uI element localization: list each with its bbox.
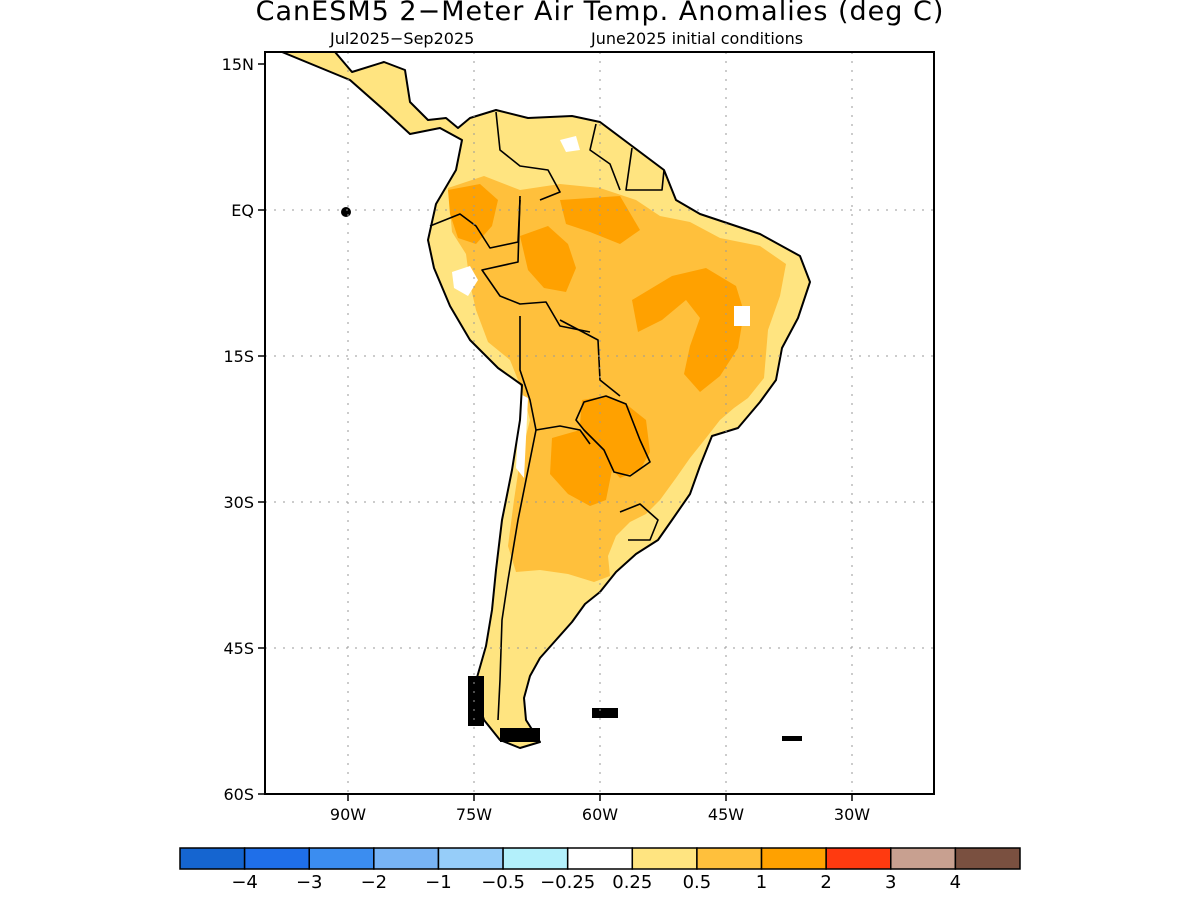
colorbar-swatch xyxy=(825,847,892,870)
lat-label-30s: 30S xyxy=(223,493,254,512)
colorbar-swatch xyxy=(243,847,310,870)
colorbar-swatch xyxy=(437,847,504,870)
grid-lines xyxy=(265,52,934,794)
anomaly-1-2-ecuador xyxy=(448,184,498,244)
border-chile-argentina xyxy=(497,429,537,721)
colorbar-tick-label: −0.25 xyxy=(540,872,596,893)
lon-label-45w: 45W xyxy=(708,805,744,824)
colorbar xyxy=(179,847,1021,870)
border-brazil-west xyxy=(481,195,591,333)
south-georgia xyxy=(782,736,802,741)
lon-label-60w: 60W xyxy=(582,805,618,824)
map-title: CanESM5 2−Meter Air Temp. Anomalies (deg… xyxy=(255,0,945,27)
colorbar-tick-label: 3 xyxy=(885,872,897,893)
colorbar-tick-label: −0.5 xyxy=(481,872,525,893)
anomaly-1-2-amazon-west xyxy=(520,226,576,292)
map-subtitle-period: Jul2025−Sep2025 xyxy=(330,29,475,48)
colorbar-swatch xyxy=(502,847,569,870)
border-guyana-suriname xyxy=(625,147,665,191)
colorbar-tick-label: 2 xyxy=(820,872,832,893)
anomaly-1-2-chaco xyxy=(550,430,612,506)
lat-label-45s: 45S xyxy=(223,639,254,658)
tierra-del-fuego xyxy=(500,728,540,742)
near-zero-patch-andes xyxy=(516,394,528,478)
chile-fjords xyxy=(468,676,484,726)
colorbar-swatch xyxy=(696,847,763,870)
colorbar-swatch xyxy=(566,847,634,870)
coastline xyxy=(281,52,811,749)
anomaly-1-2-amazon-central xyxy=(560,196,640,244)
lon-label-90w: 90W xyxy=(330,805,366,824)
colorbar-swatch xyxy=(631,847,698,870)
border-colombia-venezuela xyxy=(495,111,561,201)
border-peru-bolivia xyxy=(519,316,537,431)
colorbar-swatch xyxy=(890,847,957,870)
colorbar-tick-label: 0.25 xyxy=(612,872,653,893)
colorbar-swatch xyxy=(373,847,440,870)
colorbar-tick-label: −2 xyxy=(360,872,388,893)
lat-label-eq: EQ xyxy=(231,201,254,220)
lat-label-60s: 60S xyxy=(223,785,254,804)
border-argentina-north xyxy=(535,425,591,445)
colorbar-swatch xyxy=(179,847,246,870)
anomaly-1-2-brazil xyxy=(632,268,744,392)
colorbar-swatch xyxy=(760,847,827,870)
near-zero-patch-peru xyxy=(452,266,478,296)
border-venezuela-guyana xyxy=(589,123,621,191)
border-paraguay xyxy=(575,395,651,477)
colorbar-tick-label: −4 xyxy=(231,872,258,893)
lat-label-15s: 15S xyxy=(223,347,254,366)
border-uruguay xyxy=(619,503,659,541)
colorbar-tick-label: 4 xyxy=(949,872,962,893)
colorbar-swatch xyxy=(954,847,1021,870)
border-bolivia-brazil xyxy=(559,319,621,397)
colorbar-tick-label: 1 xyxy=(755,872,768,893)
map-subtitle-init: June2025 initial conditions xyxy=(591,29,804,48)
falkland-islands xyxy=(592,708,618,718)
near-zero-patch-brazil xyxy=(734,306,750,326)
colorbar-swatch xyxy=(308,847,375,870)
lat-label-15n: 15N xyxy=(222,55,254,74)
colorbar-tick-label: −3 xyxy=(295,872,323,893)
colorbar-tick-label: −1 xyxy=(425,872,452,893)
near-zero-patch-venezuela xyxy=(560,136,580,152)
lon-label-30w: 30W xyxy=(834,805,870,824)
lon-label-75w: 75W xyxy=(456,805,492,824)
colorbar-tick-label: 0.5 xyxy=(682,872,712,893)
galapagos-islands xyxy=(341,207,351,217)
anomaly-1-2-paraguay xyxy=(580,396,650,478)
